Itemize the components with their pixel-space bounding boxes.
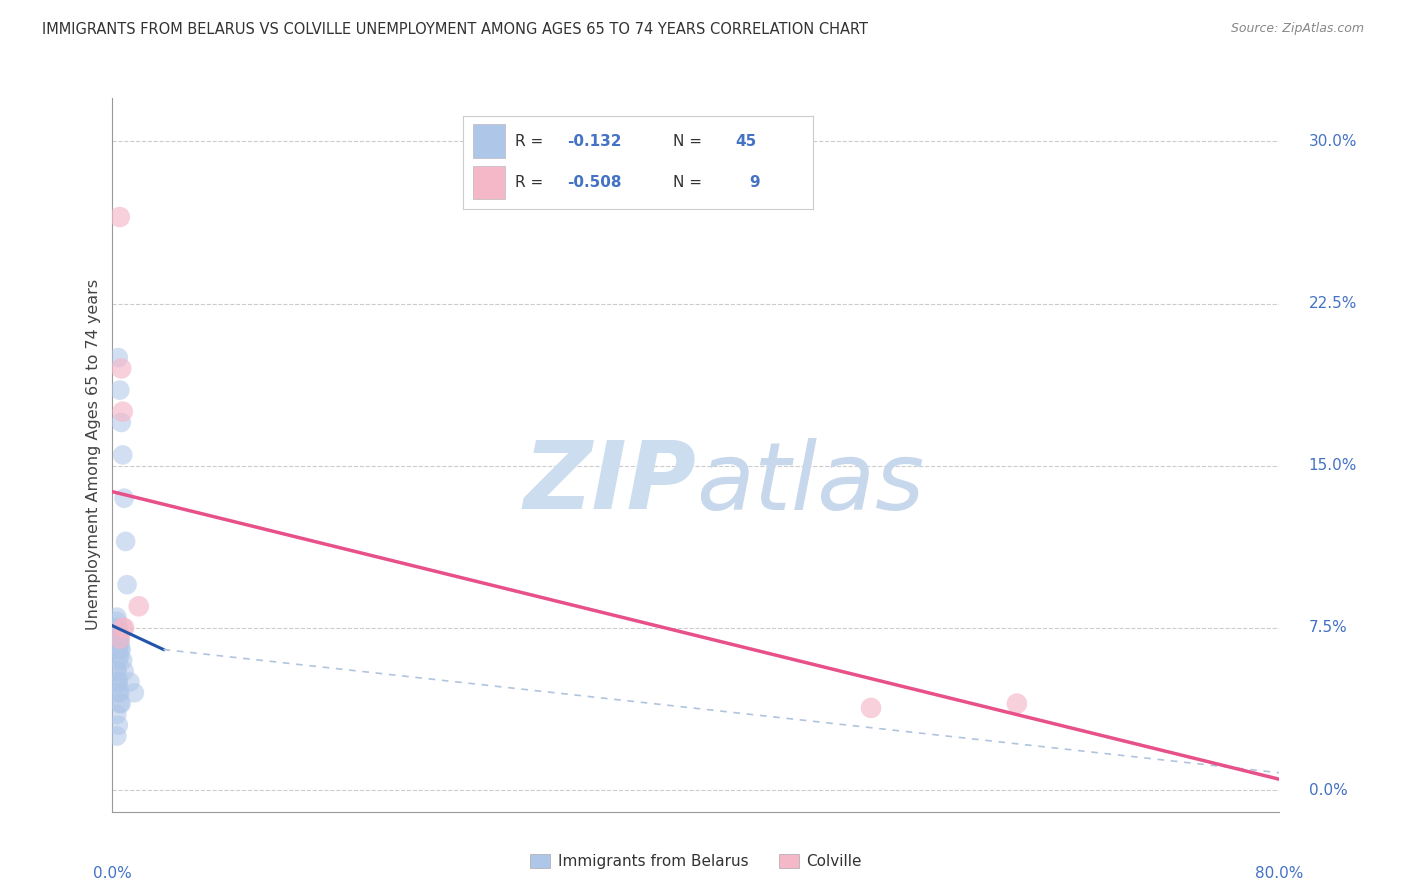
Point	[105, 636, 128, 650]
Text: IMMIGRANTS FROM BELARUS VS COLVILLE UNEMPLOYMENT AMONG AGES 65 TO 74 YEARS CORRE: IMMIGRANTS FROM BELARUS VS COLVILLE UNEM…	[42, 22, 868, 37]
Point	[107, 623, 129, 637]
Point	[105, 679, 128, 693]
Point	[105, 621, 128, 635]
Text: 45: 45	[735, 134, 756, 148]
Bar	[472, 166, 505, 200]
Text: Source: ZipAtlas.com: Source: ZipAtlas.com	[1230, 22, 1364, 36]
Text: ZIP: ZIP	[523, 437, 696, 530]
Point	[111, 405, 134, 419]
Point	[111, 621, 134, 635]
Point	[112, 664, 135, 678]
Point	[1005, 697, 1028, 711]
Text: 15.0%: 15.0%	[1309, 458, 1357, 474]
Point	[107, 621, 129, 635]
Point	[107, 351, 129, 365]
Point	[108, 642, 131, 657]
Point	[107, 632, 129, 646]
Point	[107, 642, 129, 657]
Bar	[472, 124, 505, 158]
Point	[111, 653, 134, 667]
Text: 80.0%: 80.0%	[1256, 866, 1303, 880]
Point	[128, 599, 150, 614]
Point	[110, 416, 132, 430]
Text: N =: N =	[672, 134, 706, 148]
Point	[105, 627, 128, 641]
Text: R =: R =	[515, 134, 548, 148]
Point	[118, 675, 141, 690]
Point	[114, 534, 136, 549]
Text: 7.5%: 7.5%	[1309, 621, 1347, 635]
Point	[105, 610, 128, 624]
Y-axis label: Unemployment Among Ages 65 to 74 years: Unemployment Among Ages 65 to 74 years	[86, 279, 101, 631]
Text: R =: R =	[515, 175, 548, 190]
Point	[108, 210, 131, 224]
Point	[108, 648, 131, 663]
Point	[105, 664, 128, 678]
Text: 0.0%: 0.0%	[93, 866, 132, 880]
Point	[107, 686, 129, 700]
Text: 30.0%: 30.0%	[1309, 134, 1357, 149]
Text: 22.5%: 22.5%	[1309, 296, 1357, 311]
Point	[107, 632, 129, 646]
Point	[112, 621, 135, 635]
Point	[108, 383, 131, 397]
Point	[107, 718, 129, 732]
Point	[115, 577, 138, 591]
Point	[108, 636, 131, 650]
Point	[107, 675, 129, 690]
Point	[859, 701, 883, 715]
Point	[108, 636, 131, 650]
Point	[110, 642, 132, 657]
Point	[107, 632, 129, 646]
Point	[111, 448, 134, 462]
Point	[107, 653, 129, 667]
Point	[124, 686, 146, 700]
Text: 9: 9	[749, 175, 761, 190]
Point	[108, 632, 131, 646]
Legend: Immigrants from Belarus, Colville: Immigrants from Belarus, Colville	[524, 848, 868, 875]
Point	[107, 675, 129, 690]
Point	[105, 642, 128, 657]
Point	[105, 627, 128, 641]
Point	[105, 707, 128, 722]
Point	[112, 491, 135, 505]
Text: N =: N =	[672, 175, 706, 190]
Text: -0.132: -0.132	[568, 134, 621, 148]
Point	[105, 615, 128, 629]
Point	[105, 729, 128, 743]
Text: atlas: atlas	[696, 438, 924, 529]
Point	[108, 632, 131, 646]
Point	[105, 664, 128, 678]
Point	[108, 686, 131, 700]
Text: -0.508: -0.508	[568, 175, 621, 190]
Point	[108, 697, 131, 711]
Point	[110, 697, 132, 711]
Text: 0.0%: 0.0%	[1309, 782, 1347, 797]
Point	[107, 632, 129, 646]
Point	[105, 621, 128, 635]
Point	[110, 361, 132, 376]
